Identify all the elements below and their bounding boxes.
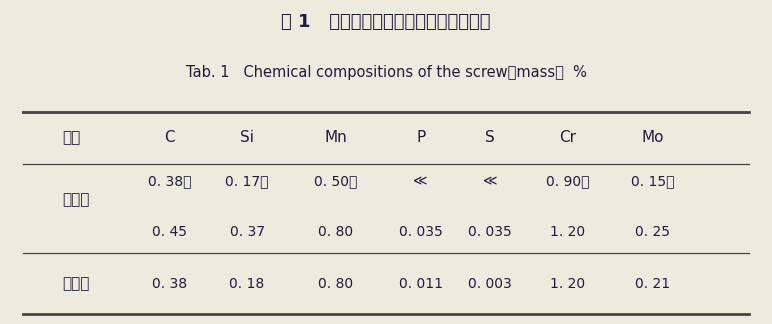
Text: 0. 003: 0. 003 xyxy=(469,276,512,291)
Text: 0. 25: 0. 25 xyxy=(635,225,670,239)
Text: 1. 20: 1. 20 xyxy=(550,225,585,239)
Text: 标准值: 标准值 xyxy=(62,192,89,207)
Text: 0. 035: 0. 035 xyxy=(469,225,512,239)
Text: P: P xyxy=(416,130,425,145)
Text: ≪: ≪ xyxy=(483,174,497,189)
Text: 0. 011: 0. 011 xyxy=(399,276,442,291)
Text: 0. 15～: 0. 15～ xyxy=(631,174,674,189)
Text: 0. 90～: 0. 90～ xyxy=(546,174,589,189)
Text: Cr: Cr xyxy=(559,130,576,145)
Text: 0. 37: 0. 37 xyxy=(229,225,265,239)
Text: 1. 20: 1. 20 xyxy=(550,276,585,291)
Text: 0. 45: 0. 45 xyxy=(152,225,188,239)
Text: Si: Si xyxy=(240,130,254,145)
Text: Tab. 1   Chemical compositions of the screw（mass）  %: Tab. 1 Chemical compositions of the scre… xyxy=(185,65,587,80)
Text: 0. 80: 0. 80 xyxy=(318,225,354,239)
Text: 0. 80: 0. 80 xyxy=(318,276,354,291)
Text: 0. 50～: 0. 50～ xyxy=(314,174,357,189)
Text: C: C xyxy=(164,130,175,145)
Text: 项目: 项目 xyxy=(62,130,80,145)
Text: ≪: ≪ xyxy=(414,174,428,189)
Text: 表 1   断裂螺栓的化学成分（质量分数）: 表 1 断裂螺栓的化学成分（质量分数） xyxy=(281,13,491,31)
Text: 0. 38: 0. 38 xyxy=(152,276,188,291)
Text: S: S xyxy=(486,130,495,145)
Text: 0. 21: 0. 21 xyxy=(635,276,670,291)
Text: Mo: Mo xyxy=(641,130,664,145)
Text: 0. 17～: 0. 17～ xyxy=(225,174,269,189)
Text: 0. 38～: 0. 38～ xyxy=(148,174,191,189)
Text: 实测值: 实测值 xyxy=(62,276,89,291)
Text: 0. 18: 0. 18 xyxy=(229,276,265,291)
Text: 0. 035: 0. 035 xyxy=(399,225,442,239)
Text: Mn: Mn xyxy=(324,130,347,145)
